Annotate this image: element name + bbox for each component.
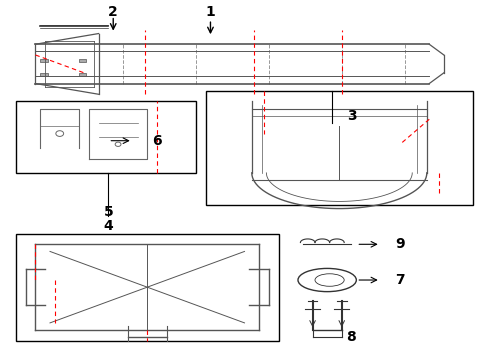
Text: 8: 8 [346,330,356,344]
Bar [40,73,47,76]
Text: 9: 9 [394,237,404,251]
Text: 3: 3 [346,109,356,123]
Bar [16,234,278,341]
Text: 1: 1 [205,5,215,19]
Bar [79,59,86,62]
Text: 6: 6 [152,134,162,148]
Bar [40,59,47,62]
Text: 7: 7 [394,273,404,287]
Bar [16,102,196,173]
Bar [79,73,86,76]
Text: 2: 2 [108,5,118,19]
Text: 5: 5 [103,205,113,219]
Bar [205,91,472,205]
Text: 4: 4 [103,220,113,233]
